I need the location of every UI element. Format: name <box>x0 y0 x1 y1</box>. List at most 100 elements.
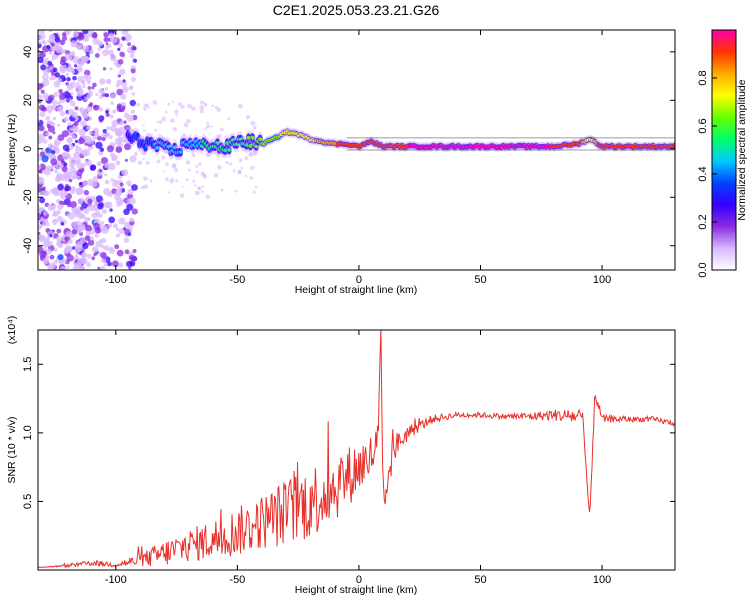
heatmap-noise-cell <box>64 186 70 192</box>
heatmap-noise-cell <box>103 32 109 38</box>
heatmap-noise-cell <box>244 174 247 178</box>
heatmap-noise-cell <box>80 257 88 265</box>
heatmap-noise-cell <box>82 180 88 186</box>
heatmap-noise-cell <box>116 227 120 231</box>
heatmap-noise-cell <box>47 60 53 66</box>
heatmap-noise-cell <box>86 125 92 131</box>
heatmap-noise-cell <box>117 59 124 65</box>
heatmap-noise-cell <box>211 104 214 108</box>
heatmap-noise-cell <box>48 30 52 33</box>
heatmap-noise-cell <box>76 187 84 195</box>
heatmap-noise-cell <box>85 159 92 167</box>
heatmap-noise-cell <box>38 184 43 193</box>
heatmap-noise-cell <box>225 160 229 165</box>
heatmap-noise-cell <box>194 190 200 196</box>
heatmap-noise-cell <box>124 143 132 151</box>
heatmap-noise-cell <box>57 101 61 106</box>
y-tick-label: 20 <box>22 94 34 106</box>
heatmap-noise-cell <box>78 223 86 231</box>
heatmap-noise-cell <box>97 47 102 51</box>
colorbar-ticks: 0.0 0.2 0.4 0.6 0.8 <box>697 70 717 278</box>
heatmap-noise-cell <box>104 179 110 185</box>
heatmap-ridge-core <box>166 144 171 149</box>
heatmap-noise-cell <box>77 33 85 41</box>
x-tick-label: 0 <box>356 574 362 586</box>
heatmap-noise-cell <box>65 90 69 95</box>
heatmap-noise-cell <box>83 189 90 196</box>
heatmap-noise-cell <box>104 245 110 251</box>
heatmap-noise-cell <box>88 49 94 55</box>
heatmap-noise-cell <box>53 142 59 148</box>
heatmap-noise-cell <box>194 184 197 187</box>
heatmap-noise-cell <box>117 74 122 78</box>
heatmap-noise-cell <box>48 135 53 140</box>
heatmap-noise-cell <box>125 37 129 42</box>
heatmap-noise-cell <box>42 79 50 87</box>
heatmap-noise-cell <box>165 162 169 167</box>
heatmap-noise-cell <box>118 228 125 235</box>
heatmap-noise-cell <box>99 147 105 152</box>
heatmap-noise-cell <box>130 109 135 114</box>
heatmap-noise-cell <box>220 188 224 192</box>
heatmap-noise-cell <box>143 176 148 181</box>
y-tick-label: 40 <box>22 46 34 58</box>
heatmap-noise-cell <box>172 127 177 132</box>
heatmap-noise-cell <box>71 135 76 139</box>
heatmap-noise-cell <box>115 83 120 88</box>
heatmap-noise-cell <box>51 155 56 160</box>
colorbar-gradient <box>711 29 737 271</box>
heatmap-noise-cell <box>131 45 136 51</box>
heatmap-noise-cell <box>199 100 205 105</box>
heatmap-noise-cell <box>134 153 138 157</box>
heatmap-noise-cell <box>133 58 138 63</box>
heatmap-noise-cell <box>117 47 121 52</box>
x-tick-label: 100 <box>593 574 611 586</box>
heatmap-noise-cell <box>56 160 61 164</box>
heatmap-noise-cell <box>38 165 42 170</box>
heatmap-noise-cell <box>177 103 181 106</box>
heatmap-noise-cell <box>95 92 99 97</box>
heatmap-noise-cell <box>53 248 58 252</box>
heatmap-noise-cell <box>98 117 104 123</box>
y-tick-label: 1.0 <box>22 425 34 440</box>
heatmap-noise-cell <box>53 187 59 193</box>
heatmap-noise-cell <box>64 192 68 196</box>
heatmap-noise-cell <box>56 228 62 234</box>
heatmap-noise-cell <box>161 155 166 160</box>
heatmap-noise-cell <box>59 265 66 270</box>
heatmap-noise-cell <box>142 124 145 127</box>
heatmap-noise-cell <box>40 106 46 111</box>
colorbar-tick-label: 0.0 <box>697 262 709 277</box>
heatmap-noise-cell <box>76 90 84 97</box>
heatmap-noise-cell <box>188 168 192 172</box>
heatmap-noise-cell <box>74 209 80 215</box>
heatmap-noise-cell <box>107 43 112 48</box>
heatmap-noise-cell <box>38 234 45 242</box>
spectrogram-panel: -100 -50 0 50 100 -40 -20 0 20 40 Height of strai… <box>6 29 676 296</box>
heatmap-noise-cell <box>67 212 76 220</box>
heatmap-noise-cell <box>69 127 73 131</box>
heatmap-noise-cell <box>60 221 65 226</box>
heatmap-noise-cell <box>77 212 85 220</box>
heatmap-noise-cell <box>38 177 45 185</box>
heatmap-noise-cell <box>82 45 90 53</box>
page-title: C2E1.2025.053.23.21.G26 <box>272 2 440 18</box>
heatmap-noise-cell <box>110 54 117 62</box>
heatmap-noise-cell <box>111 154 118 161</box>
heatmap-noise-cell <box>39 163 46 171</box>
heatmap-noise-cell <box>38 94 43 101</box>
heatmap-noise-cell <box>89 236 94 241</box>
heatmap-noise-cell <box>101 209 107 215</box>
heatmap-noise-cell <box>97 162 101 166</box>
heatmap-noise-cell <box>53 146 57 150</box>
heatmap-noise-cell <box>85 230 91 236</box>
heatmap-noise-cell <box>68 178 73 183</box>
heatmap-noise-cell <box>69 50 76 57</box>
heatmap-ridge-core <box>215 141 220 145</box>
heatmap-noise-cell <box>237 169 242 174</box>
heatmap-noise-cell <box>167 102 171 106</box>
heatmap-noise-cell <box>164 177 169 182</box>
heatmap-noise-cell <box>192 179 196 183</box>
heatmap-noise-cell <box>147 132 150 135</box>
heatmap-noise-cell <box>63 162 68 167</box>
